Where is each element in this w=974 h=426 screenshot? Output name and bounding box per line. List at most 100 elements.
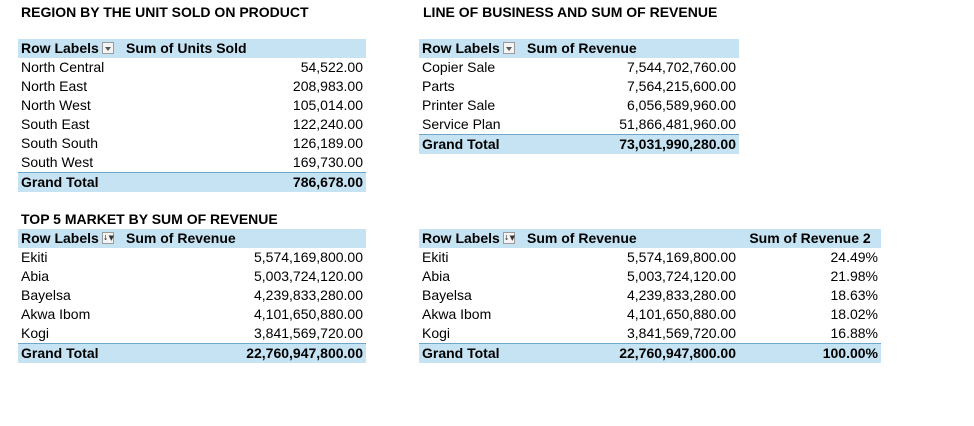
grand-total-value: 786,678.00 [123, 172, 366, 192]
pivot-row[interactable]: South South 126,189.00 [18, 134, 366, 153]
sort-filter-icon[interactable]: ↓▼ [101, 232, 115, 245]
pivot-top5-percent: Row Labels ↓▼ Sum of Revenue Sum of Reven… [419, 229, 881, 363]
pivot-header-row: Row Labels Sum of Revenue [419, 39, 739, 58]
row-label: North Central [21, 59, 105, 75]
row-value: 105,014.00 [292, 97, 363, 113]
pivot-row[interactable]: Kogi 3,841,569,720.00 [18, 324, 366, 344]
grand-total-row[interactable]: Grand Total 22,760,947,800.00 100.00% [419, 343, 881, 363]
row-percent: 21.98% [830, 268, 878, 284]
pivot-row[interactable]: North West 105,014.00 [18, 96, 366, 115]
grand-total-row[interactable]: Grand Total 22,760,947,800.00 [18, 343, 366, 363]
pivot-row[interactable]: Bayelsa 4,239,833,280.00 18.63% [419, 286, 881, 305]
title-top5-market: TOP 5 MARKET BY SUM OF REVENUE [21, 211, 278, 227]
pivot-row[interactable]: Akwa Ibom 4,101,650,880.00 18.02% [419, 305, 881, 324]
sum-revenue-2-header: Sum of Revenue 2 [739, 229, 881, 248]
pivot-row[interactable]: North Central 54,522.00 [18, 58, 366, 77]
pivot-header-row: Row Labels Sum of Units Sold [18, 39, 366, 58]
row-label: Akwa Ibom [21, 306, 91, 322]
row-value: 4,101,650,880.00 [627, 306, 736, 322]
row-value: 4,239,833,280.00 [627, 287, 736, 303]
row-value: 3,841,569,720.00 [254, 325, 363, 341]
pivot-row[interactable]: South East 122,240.00 [18, 115, 366, 134]
row-percent: 18.02% [830, 306, 878, 322]
row-value: 54,522.00 [300, 59, 363, 75]
row-labels-header[interactable]: Row Labels [18, 39, 123, 58]
row-label: Printer Sale [422, 97, 496, 113]
row-value: 4,239,833,280.00 [254, 287, 363, 303]
row-label: South East [21, 116, 90, 132]
pivot-row[interactable]: Copier Sale 7,544,702,760.00 [419, 58, 739, 77]
grand-total-value: 22,760,947,800.00 [524, 343, 739, 363]
row-label: Kogi [422, 325, 451, 341]
pivot-row[interactable]: Service Plan 51,866,481,960.00 [419, 115, 739, 135]
pivot-row[interactable]: Bayelsa 4,239,833,280.00 [18, 286, 366, 305]
row-label: Bayelsa [422, 287, 472, 303]
grand-total-value: 73,031,990,280.00 [524, 134, 739, 154]
row-labels-text: Row Labels [21, 230, 99, 246]
row-value: 3,841,569,720.00 [627, 325, 736, 341]
pivot-row[interactable]: Parts 7,564,215,600.00 [419, 77, 739, 96]
row-value: 122,240.00 [292, 116, 363, 132]
row-labels-text: Row Labels [422, 40, 500, 56]
row-label: South West [21, 154, 94, 170]
grand-total-label: Grand Total [419, 134, 524, 154]
pivot-row[interactable]: South West 169,730.00 [18, 153, 366, 173]
pivot-row[interactable]: Kogi 3,841,569,720.00 16.88% [419, 324, 881, 344]
row-label: Kogi [21, 325, 50, 341]
row-percent: 24.49% [830, 249, 878, 265]
row-value: 5,003,724,120.00 [254, 268, 363, 284]
title-region-units: REGION BY THE UNIT SOLD ON PRODUCT [21, 4, 309, 20]
row-value: 6,056,589,960.00 [627, 97, 736, 113]
row-labels-text: Row Labels [422, 230, 500, 246]
grand-total-row[interactable]: Grand Total 73,031,990,280.00 [419, 134, 739, 154]
row-label: Abia [422, 268, 451, 284]
row-labels-header[interactable]: Row Labels [419, 39, 524, 58]
row-value: 51,866,481,960.00 [619, 116, 736, 132]
sum-revenue-header: Sum of Revenue [123, 229, 366, 248]
row-value: 5,574,169,800.00 [627, 249, 736, 265]
row-labels-header[interactable]: Row Labels ↓▼ [419, 229, 524, 248]
row-value: 169,730.00 [292, 154, 363, 170]
row-value: 7,544,702,760.00 [627, 59, 736, 75]
pivot-row[interactable]: Abia 5,003,724,120.00 [18, 267, 366, 286]
row-value: 126,189.00 [292, 135, 363, 151]
row-label: Ekiti [422, 249, 449, 265]
row-percent: 18.63% [830, 287, 878, 303]
pivot-region-units: Row Labels Sum of Units Sold North Centr… [18, 39, 366, 192]
pivot-row[interactable]: North East 208,983.00 [18, 77, 366, 96]
row-value: 5,003,724,120.00 [627, 268, 736, 284]
sum-revenue-header: Sum of Revenue [524, 229, 739, 248]
pivot-row[interactable]: Ekiti 5,574,169,800.00 [18, 248, 366, 267]
row-label: Service Plan [422, 116, 501, 132]
pivot-row[interactable]: Printer Sale 6,056,589,960.00 [419, 96, 739, 115]
grand-total-label: Grand Total [18, 172, 123, 192]
row-label: Akwa Ibom [422, 306, 492, 322]
row-labels-header[interactable]: Row Labels ↓▼ [18, 229, 123, 248]
pivot-top5-market: Row Labels ↓▼ Sum of Revenue Ekiti 5,574,1… [18, 229, 366, 363]
row-value: 7,564,215,600.00 [627, 78, 736, 94]
grand-total-value: 22,760,947,800.00 [123, 343, 366, 363]
dropdown-arrow-icon[interactable] [502, 42, 515, 55]
row-label: Copier Sale [422, 59, 496, 75]
pivot-row[interactable]: Ekiti 5,574,169,800.00 24.49% [419, 248, 881, 267]
row-label: Bayelsa [21, 287, 71, 303]
pivot-header-row: Row Labels ↓▼ Sum of Revenue [18, 229, 366, 248]
grand-total-label: Grand Total [419, 343, 524, 363]
row-label: Ekiti [21, 249, 48, 265]
row-label: Parts [422, 78, 455, 94]
pivot-line-of-business: Row Labels Sum of Revenue Copier Sale 7,5… [419, 39, 739, 154]
row-label: Abia [21, 268, 50, 284]
row-value: 5,574,169,800.00 [254, 249, 363, 265]
grand-total-label: Grand Total [18, 343, 123, 363]
pivot-row[interactable]: Akwa Ibom 4,101,650,880.00 [18, 305, 366, 324]
row-percent: 16.88% [830, 325, 878, 341]
row-value: 4,101,650,880.00 [254, 306, 363, 322]
sort-filter-icon[interactable]: ↓▼ [502, 232, 516, 245]
row-labels-text: Row Labels [21, 40, 99, 56]
grand-total-row[interactable]: Grand Total 786,678.00 [18, 172, 366, 192]
title-line-of-business: LINE OF BUSINESS AND SUM OF REVENUE [423, 4, 718, 20]
sum-units-header: Sum of Units Sold [123, 39, 366, 58]
pivot-row[interactable]: Abia 5,003,724,120.00 21.98% [419, 267, 881, 286]
pivot-header-row: Row Labels ↓▼ Sum of Revenue Sum of Reven… [419, 229, 881, 248]
dropdown-arrow-icon[interactable] [101, 42, 114, 55]
